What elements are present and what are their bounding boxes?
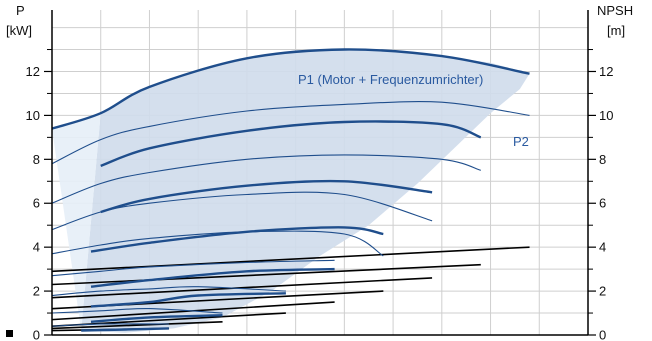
left-tick-label: 8 — [33, 152, 40, 167]
p2-curve — [90, 314, 223, 323]
left-tick-label: 10 — [26, 108, 40, 123]
p1-curve — [51, 308, 223, 314]
p1-series-label: P1 (Motor + Frequenzumrichter) — [298, 72, 483, 87]
corner-marker — [6, 330, 13, 337]
left-tick-label: 2 — [33, 284, 40, 299]
p2-curve — [81, 327, 169, 332]
p1-curve — [51, 323, 169, 327]
p1-curve — [51, 230, 384, 257]
p1-curve — [51, 154, 481, 204]
operating-area-fill — [81, 49, 530, 333]
right-tick-label: 6 — [599, 196, 606, 211]
npsh-curve — [51, 246, 530, 273]
left-tick-label: 4 — [33, 240, 40, 255]
p1-curve — [51, 48, 530, 130]
left-tick-label: 12 — [26, 64, 40, 79]
left-axis-label-line2: [kW] — [6, 23, 32, 38]
npsh-curve — [51, 277, 433, 299]
p2-series-label: P2 — [513, 134, 529, 149]
right-tick-label: 10 — [599, 108, 613, 123]
right-tick-label: 8 — [599, 152, 606, 167]
p2-curves — [81, 120, 482, 332]
operating-area — [52, 49, 530, 333]
right-axis-label-line2: [m] — [607, 23, 625, 38]
p2-curve — [90, 292, 286, 308]
right-tick-label: 12 — [599, 64, 613, 79]
left-tick-label: 0 — [33, 328, 40, 341]
p1-curve — [51, 101, 530, 165]
right-tick-label: 2 — [599, 284, 606, 299]
p1-curves — [51, 48, 530, 327]
p1-curve — [51, 259, 335, 277]
right-tick-label: 4 — [599, 240, 606, 255]
npsh-curve — [51, 263, 481, 286]
axes: 0 2 4 6 8 10 12 0 2 4 6 8 10 12 — [26, 10, 613, 341]
right-axis-label-line1: NPSH — [597, 3, 633, 18]
operating-area-light-fill — [52, 113, 101, 331]
npsh-curve — [51, 321, 223, 330]
right-tick-label: 0 — [599, 328, 606, 341]
p2-curve — [100, 120, 482, 168]
p1-curve — [51, 286, 286, 297]
p2-curve — [100, 179, 433, 214]
p2-curve — [90, 267, 335, 288]
left-tick-label: 6 — [33, 196, 40, 211]
p1-curve — [51, 191, 433, 231]
left-axis-label-line1: P — [16, 3, 25, 18]
